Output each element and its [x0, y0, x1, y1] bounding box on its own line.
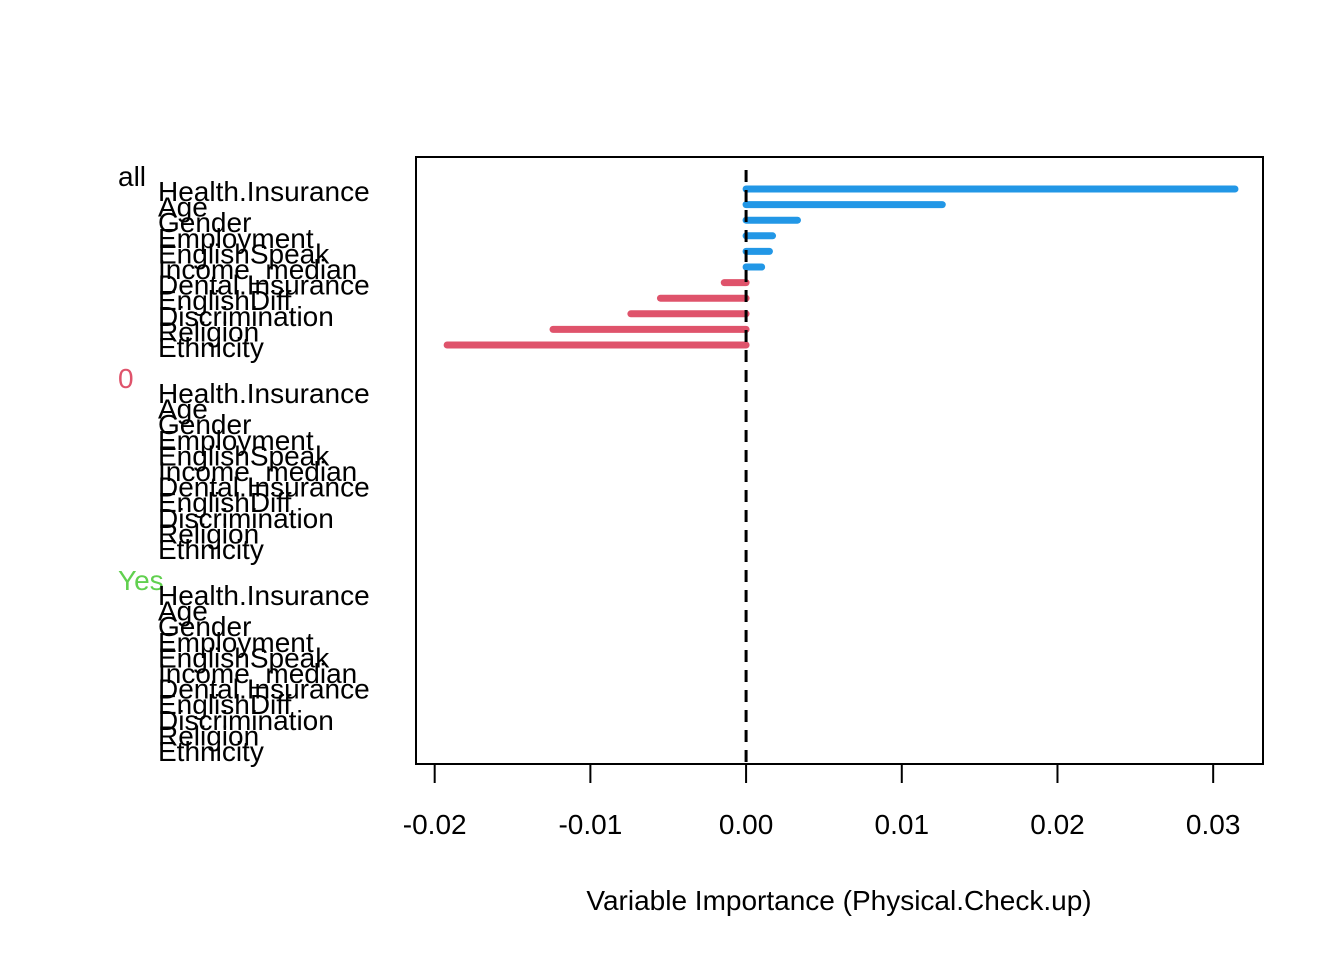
variable-label: Gender [158, 207, 251, 238]
variable-label: Ethnicity [158, 534, 264, 565]
variable-label: Income_median [158, 658, 357, 689]
variable-labels: Health.InsuranceAgeGenderEmploymentEngli… [158, 176, 370, 767]
x-tick-label: -0.01 [558, 809, 622, 840]
variable-label: Health.Insurance [158, 378, 370, 409]
x-tick-label: 0.02 [1030, 809, 1085, 840]
variable-label: EnglishSpeak [158, 642, 330, 673]
variable-label: EnglishDiff [158, 285, 292, 316]
x-tick-label: 0.03 [1186, 809, 1241, 840]
variable-label: Discrimination [158, 301, 334, 332]
variable-label: Dental.Insurance [158, 270, 370, 301]
variable-label: Age [158, 192, 208, 223]
x-axis-label: Variable Importance (Physical.Check.up) [586, 885, 1091, 916]
bars-layer [443, 185, 1239, 349]
x-axis: -0.02 -0.01 0.00 0.01 0.02 0.03 [403, 763, 1241, 840]
variable-label: Income_median [158, 254, 357, 285]
variable-label: Age [158, 394, 208, 425]
group-label: all [118, 161, 146, 192]
variable-label: Religion [158, 720, 259, 751]
variable-label: Employment [158, 627, 314, 658]
variable-label: Health.Insurance [158, 176, 370, 207]
variable-label: Discrimination [158, 503, 334, 534]
group-labels: all 0 Yes [118, 161, 164, 596]
x-tick-label: 0.00 [719, 809, 774, 840]
x-tick-label: -0.02 [403, 809, 467, 840]
variable-label: Gender [158, 611, 251, 642]
variable-label: Age [158, 596, 208, 627]
variable-label: Employment [158, 223, 314, 254]
variable-label: Health.Insurance [158, 580, 370, 611]
variable-label: Ethnicity [158, 332, 264, 363]
variable-label: Discrimination [158, 705, 334, 736]
variable-label: Income_median [158, 456, 357, 487]
variable-label: Employment [158, 425, 314, 456]
variable-label: Dental.Insurance [158, 674, 370, 705]
x-tick-label: 0.01 [875, 809, 930, 840]
variable-label: Religion [158, 316, 259, 347]
variable-label: Dental.Insurance [158, 472, 370, 503]
variable-label: EnglishDiff [158, 689, 292, 720]
variable-label: EnglishDiff [158, 487, 292, 518]
variable-label: Ethnicity [158, 736, 264, 767]
variable-label: EnglishSpeak [158, 238, 330, 269]
group-label: Yes [118, 565, 164, 596]
variable-label: Religion [158, 518, 259, 549]
variable-label: EnglishSpeak [158, 440, 330, 471]
group-label: 0 [118, 363, 134, 394]
plot-frame [415, 156, 1264, 765]
variable-label: Gender [158, 409, 251, 440]
